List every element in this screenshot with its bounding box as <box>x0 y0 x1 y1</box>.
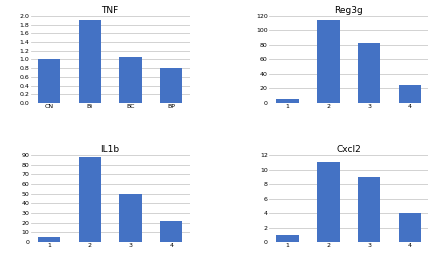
Bar <box>160 68 182 103</box>
Bar <box>277 235 299 242</box>
Bar <box>358 177 380 242</box>
Bar <box>399 85 421 103</box>
Bar <box>317 162 340 242</box>
Bar <box>160 221 182 242</box>
Title: TNF: TNF <box>101 6 119 15</box>
Bar <box>38 59 60 103</box>
Bar <box>399 213 421 242</box>
Bar <box>79 20 101 103</box>
Title: Reg3g: Reg3g <box>334 6 363 15</box>
Bar <box>38 237 60 242</box>
Bar <box>79 157 101 242</box>
Title: Cxcl2: Cxcl2 <box>336 145 361 154</box>
Bar <box>119 57 142 103</box>
Bar <box>358 44 380 103</box>
Bar <box>317 20 340 103</box>
Bar <box>277 99 299 103</box>
Bar <box>119 194 142 242</box>
Title: IL1b: IL1b <box>101 145 120 154</box>
